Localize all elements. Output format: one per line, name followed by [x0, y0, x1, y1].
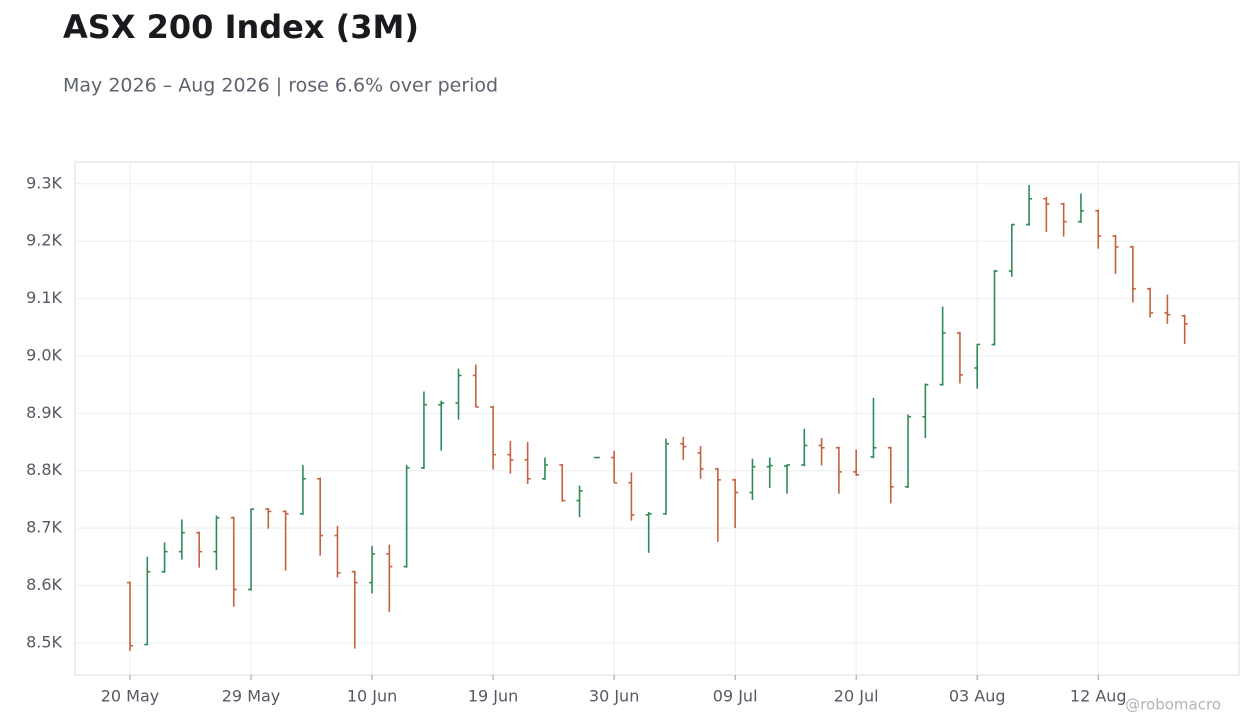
chart-subtitle: May 2026 – Aug 2026 | rose 6.6% over per…: [63, 75, 498, 97]
y-tick-label: 8.8K: [26, 460, 62, 479]
x-tick-label: 09 Jul: [713, 687, 758, 706]
x-tick-label: 10 Jun: [347, 687, 397, 706]
y-tick-label: 9.3K: [26, 173, 62, 192]
x-tick-label: 12 Aug: [1070, 687, 1127, 706]
y-tick-label: 9.2K: [26, 231, 62, 250]
x-tick-label: 29 May: [222, 687, 281, 706]
y-tick-label: 8.9K: [26, 403, 62, 422]
x-tick-label: 19 Jun: [468, 687, 518, 706]
y-tick-label: 8.7K: [26, 518, 62, 537]
watermark: @robomacro: [1125, 696, 1221, 714]
y-tick-label: 9.0K: [26, 345, 62, 364]
y-tick-label: 8.5K: [26, 632, 62, 651]
x-tick-label: 03 Aug: [949, 687, 1006, 706]
plot-frame: [74, 161, 1240, 676]
y-tick-label: 8.6K: [26, 575, 62, 594]
chart-title: ASX 200 Index (3M): [63, 8, 419, 46]
x-tick-label: 30 Jun: [589, 687, 639, 706]
x-tick-label: 20 Jul: [834, 687, 879, 706]
x-tick-label: 20 May: [101, 687, 160, 706]
y-tick-label: 9.1K: [26, 288, 62, 307]
